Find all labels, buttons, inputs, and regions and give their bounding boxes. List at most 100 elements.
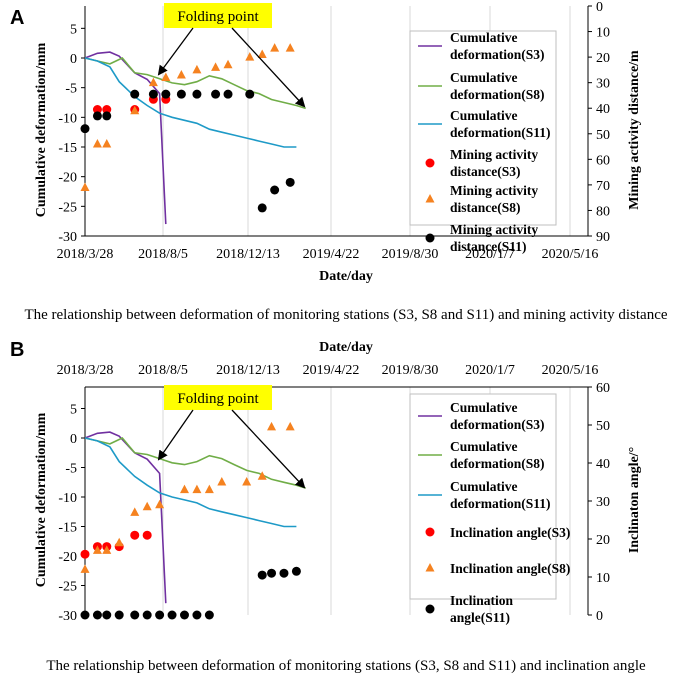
- panel-b-legend-label: Cumulative deformation(S3): [450, 400, 545, 432]
- panel-b-series-5-point: [167, 610, 177, 620]
- panel-b-folding-point-box: [164, 385, 272, 410]
- panel-b-series-4-point: [114, 537, 124, 547]
- panel-a-series-5-point: [148, 89, 158, 99]
- panel-a-folding-point-label: Folding point: [177, 9, 259, 25]
- panel-a-legend-label: Mining activity distance(S3): [450, 147, 538, 179]
- panel-a-series-4-point: [92, 139, 102, 148]
- panel-a-series-4-point: [245, 52, 255, 61]
- panel-b-folding-point-label: Folding point: [177, 391, 259, 407]
- panel-a-series-4-point: [80, 182, 90, 191]
- panel-a-folding-arrow: [231, 27, 306, 108]
- panel-a-series-5-point: [257, 203, 267, 213]
- panel-b-series-3-point: [80, 549, 90, 559]
- panel-a-series-5-point: [192, 89, 202, 99]
- panel-b-series-4-point: [102, 545, 112, 554]
- panel-b-series-4-point: [267, 421, 277, 431]
- panel-b-x-tick-label: 2018/12/13: [216, 363, 280, 378]
- panel-a-y2-tick-label: 40: [596, 102, 610, 117]
- panel-a-y-tick-label: -15: [58, 141, 77, 156]
- panel-a-series-4-point: [192, 64, 202, 74]
- panel-a-series-4-point: [211, 62, 221, 71]
- panel-a-series-4-point: [285, 43, 295, 52]
- panel-a-series-3-point: [92, 105, 102, 114]
- panel-a-series-5-point: [92, 111, 102, 121]
- panel-b-series-5-point: [267, 568, 277, 578]
- panel-b-legend-label: Inclination angle(S3): [450, 525, 570, 540]
- panel-a-y-tick-label: -5: [65, 82, 77, 97]
- panel-b-group: B50-5-10-15-20-25-30 01020304050602018/3/…: [10, 339, 646, 674]
- panel-b-series-4-point: [142, 501, 152, 511]
- panel-b-series-2-line: [84, 437, 297, 528]
- panel-b-series-4-point: [242, 477, 252, 486]
- panel-a-y-tick-label: -10: [58, 111, 77, 126]
- panel-a-series-4-point: [130, 105, 140, 115]
- panel-b-legend-label: Inclination angle(S8): [450, 561, 570, 576]
- panel-b-folding-arrow: [157, 409, 194, 461]
- panel-a-y2-tick-label: 60: [596, 153, 610, 168]
- panel-b-series-5-point: [102, 610, 112, 620]
- panel-b-legend-label: Inclination angle(S11): [450, 593, 514, 625]
- panel-b-y2-tick-label: 20: [596, 533, 610, 548]
- panel-b-x-tick-label: 2018/8/5: [138, 363, 188, 378]
- panel-b-series-4-point: [130, 507, 140, 516]
- panel-b-series-4-point: [204, 484, 214, 494]
- panel-b-y-tick-label: -10: [58, 491, 77, 506]
- panel-b-series-5-point: [204, 610, 214, 620]
- panel-b-series-5-point: [114, 610, 124, 620]
- panel-b-series-5-point: [130, 610, 140, 620]
- panel-a-legend-swatch: [425, 158, 435, 168]
- panel-b-letter: B: [10, 339, 24, 361]
- panel-a-y2-tick-label: 30: [596, 77, 610, 92]
- panel-a-legend-label: Cumulative deformation(S11): [450, 108, 551, 140]
- panel-a-series-4-point: [176, 70, 186, 79]
- panel-b-x-tick-label: 2018/3/28: [57, 363, 114, 378]
- panel-b-series-4-point: [92, 545, 102, 554]
- panel-a-series-5-point: [102, 111, 112, 121]
- panel-b-series-4-point: [80, 564, 90, 573]
- panel-b-series-4-point: [217, 477, 227, 486]
- panel-b-legend-label: Cumulative deformation(S11): [450, 479, 551, 511]
- panel-a-series-4-point: [161, 72, 171, 82]
- panel-b-y-tick-label: -15: [58, 521, 77, 536]
- panel-b-series-4-point: [155, 499, 165, 509]
- panel-a-series-5-point: [285, 177, 295, 187]
- panel-a-series-5-point: [245, 89, 255, 99]
- panel-a-y-tick-label: -30: [58, 230, 77, 245]
- panel-b-series-5-point: [291, 566, 301, 576]
- panel-a-series-4-point: [257, 49, 267, 59]
- panel-b-y-title: Cumulative deformation/mm: [34, 412, 49, 587]
- panel-a-series-0-line: [84, 51, 167, 225]
- panel-b-series-5-point: [192, 610, 202, 620]
- panel-a-y2-tick-label: 80: [596, 204, 610, 219]
- panel-a-x-tick-label: 2019/4/22: [303, 247, 360, 262]
- panel-b-series-3-point: [130, 530, 140, 540]
- panel-b-series-5-point: [179, 610, 189, 620]
- panel-a-series-4-point: [148, 77, 158, 87]
- panel-b-y2-tick-label: 10: [596, 571, 610, 586]
- panel-a-x-tick-label: 2019/8/30: [382, 247, 439, 262]
- panel-a-series-5-point: [270, 185, 280, 195]
- panel-a-series-4-point: [102, 139, 112, 148]
- panel-b-y-tick-label: 0: [70, 432, 77, 447]
- panel-a-y-tick-label: 5: [70, 22, 77, 37]
- panel-a-x-title: Date/day: [319, 269, 373, 284]
- panel-b-series-3-point: [142, 530, 152, 540]
- panel-a-series-5-point: [130, 89, 140, 99]
- panel-a-folding-arrow: [157, 27, 194, 76]
- panel-a-series-5-point: [223, 89, 233, 99]
- panel-b-y2-tick-label: 0: [596, 609, 603, 624]
- panel-a-x-tick-label: 2020/1/7: [465, 247, 515, 262]
- panel-b-y-tick-label: -25: [58, 580, 77, 595]
- panel-a-legend-swatch: [425, 194, 435, 203]
- panel-b-x-tick-label: 2019/8/30: [382, 363, 439, 378]
- panel-b-y-tick-label: -5: [65, 462, 77, 477]
- panel-a-group: A50-5-10-15-20-25-3001020304050607080902…: [10, 0, 668, 323]
- panel-b-y-tick-label: -20: [58, 550, 77, 565]
- panel-b-y-tick-label: 5: [70, 403, 77, 418]
- panel-a-y2-tick-label: 0: [596, 0, 603, 15]
- panel-b-x-tick-label: 2020/1/7: [465, 363, 515, 378]
- panel-b-x-tick-label: 2019/4/22: [303, 363, 360, 378]
- panel-a-y2-title: Mining activity distance/m: [627, 50, 642, 210]
- panel-a-series-4-point: [270, 43, 280, 52]
- panel-b-y-tick-label: -30: [58, 609, 77, 624]
